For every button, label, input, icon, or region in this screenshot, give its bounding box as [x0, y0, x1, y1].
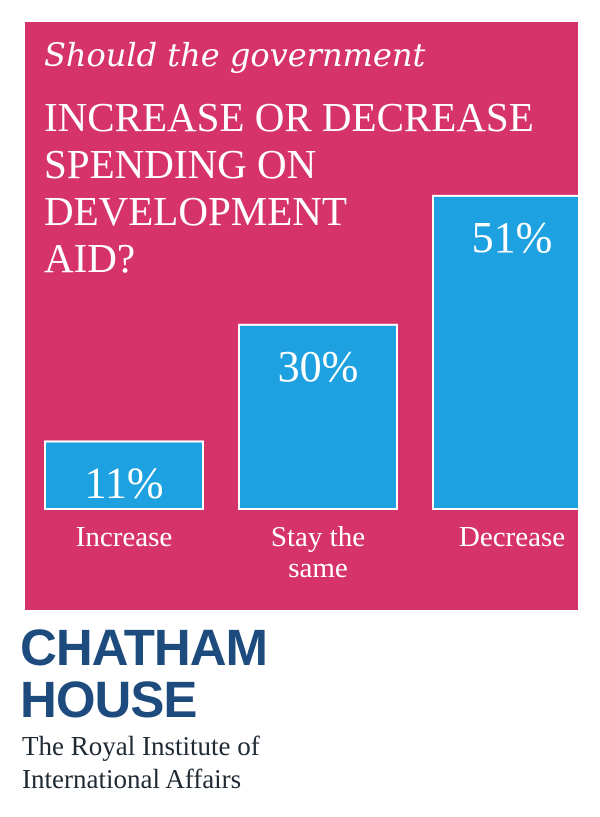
category-label: same	[288, 552, 348, 584]
category-label: Increase	[76, 521, 173, 553]
chart-title-line: AID?	[44, 235, 136, 281]
chart-title-line: INCREASE OR DECREASE	[44, 94, 534, 140]
brand-tagline: The Royal Institute of International Aff…	[22, 730, 260, 796]
bar-stay-the-same	[238, 323, 398, 510]
bar-decrease	[432, 194, 578, 511]
chart-title-line: SPENDING ON	[44, 141, 317, 187]
category-label: Decrease	[459, 521, 565, 553]
bar-increase	[44, 440, 204, 510]
tagline-line: International Affairs	[22, 764, 242, 794]
chart-card: Should the government INCREASE OR DECREA…	[25, 22, 578, 610]
chart-title-line: DEVELOPMENT	[44, 188, 347, 234]
value-label: 11%	[84, 458, 163, 507]
brand-line: HOUSE	[20, 671, 197, 728]
value-label: 30%	[278, 342, 359, 391]
value-label: 51%	[472, 213, 553, 262]
chatham-house-logo: CHATHAM HOUSE	[20, 619, 268, 728]
category-label: Stay the	[271, 521, 365, 553]
brand-line: CHATHAM	[20, 619, 268, 676]
tagline-line: The Royal Institute of	[22, 731, 260, 761]
chart-title: INCREASE OR DECREASE SPENDING ON DEVELOP…	[44, 94, 534, 282]
chart-subtitle: Should the government	[44, 36, 426, 74]
